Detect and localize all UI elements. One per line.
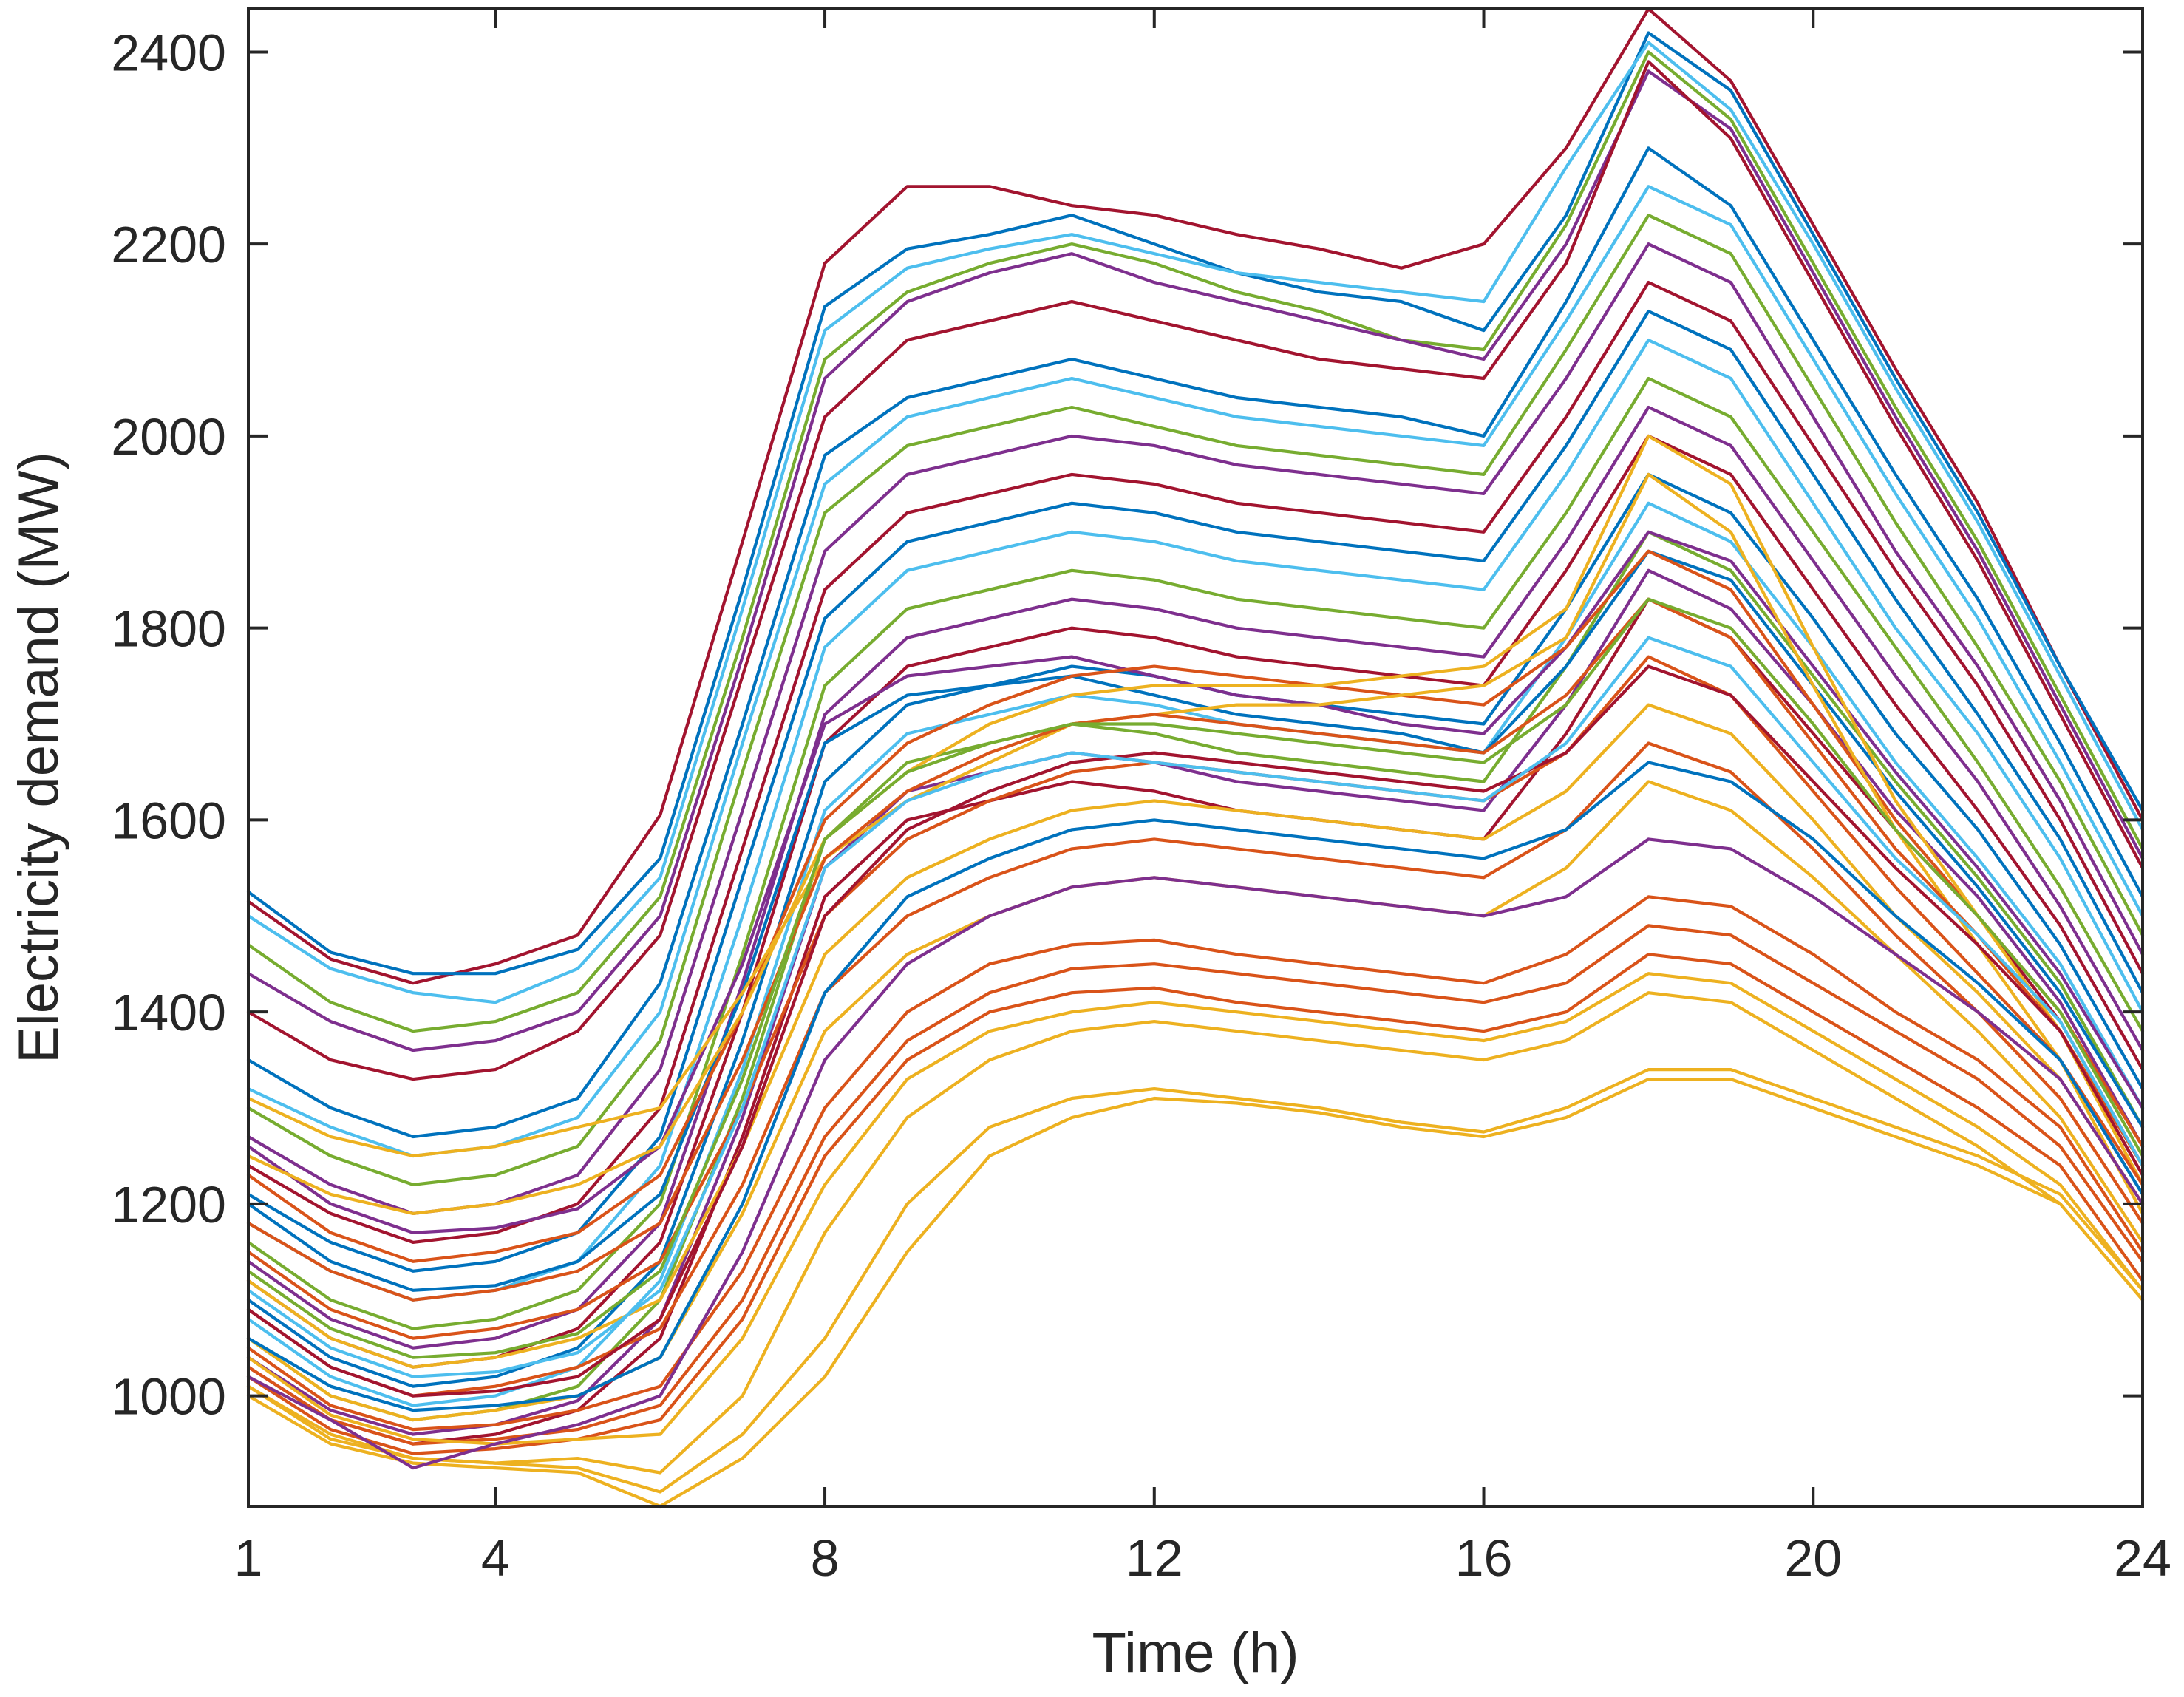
y-axis-label: Electricity demand (MW)	[7, 452, 70, 1064]
series-line-high-4	[246, 69, 2145, 1052]
series-line-mid-9	[246, 549, 2145, 1292]
y-tick-label: 1200	[111, 1176, 226, 1234]
y-tick-label: 1800	[111, 600, 226, 658]
series-line-mid-1	[246, 376, 2145, 1330]
series-line-upper-3	[246, 214, 2145, 1187]
series-line-orange-mid-3	[246, 741, 2145, 1398]
series-line-high-1	[246, 31, 2145, 976]
axes-box	[247, 7, 2144, 1508]
series-line-upper-4	[246, 242, 2145, 1216]
series-line-low-red	[246, 664, 2145, 1398]
series-line-yellow-low-1	[246, 972, 2145, 1446]
x-tick-label: 8	[811, 1529, 840, 1587]
series-line-max-weekday	[246, 7, 2145, 985]
series-line-low-cyan	[246, 636, 2145, 1378]
series-line-orange-hi-2	[246, 434, 2145, 1216]
series-line-orange-low-1	[246, 895, 2145, 1432]
series-line-orange-hi-1	[246, 549, 2145, 1263]
x-axis-label: Time (h)	[1092, 1622, 1299, 1684]
series-line-orange-hi-3	[246, 472, 2145, 1216]
series-line-low-purple	[246, 837, 2145, 1470]
x-tick-label: 24	[2114, 1529, 2171, 1587]
y-tick-label: 2000	[111, 408, 226, 466]
y-axis-ticks: 1000 1200 1400 1600 1800 2000 2200 2400	[111, 24, 2143, 1426]
series-line-yellow-low-2	[246, 991, 2145, 1475]
x-tick-label: 4	[481, 1529, 510, 1587]
y-tick-label: 1600	[111, 792, 226, 849]
series-line-low-green	[246, 597, 2145, 1359]
series-line-upper-1	[246, 146, 2145, 1139]
series-line-mid-2	[246, 405, 2145, 1350]
series-layer	[246, 7, 2145, 1509]
series-line-mid-6	[246, 530, 2145, 1422]
x-axis-ticks: 1 4 8 12 16 20 24	[234, 9, 2171, 1587]
series-line-high-5	[246, 60, 2145, 1081]
x-tick-label: 12	[1126, 1529, 1183, 1587]
series-line-mid-8	[246, 597, 2145, 1446]
series-line-high-2	[246, 41, 2145, 1004]
series-line-upper-6	[246, 310, 2145, 1273]
series-line-yellow-low-4	[246, 1067, 2145, 1494]
x-tick-label: 1	[234, 1529, 263, 1587]
series-line-orange-mid-2	[246, 703, 2145, 1369]
x-tick-label: 20	[1784, 1529, 1842, 1587]
series-line-upper-2	[246, 185, 2145, 1158]
series-line-high-3	[246, 50, 2145, 1033]
y-tick-label: 2200	[111, 216, 226, 273]
y-tick-label: 2400	[111, 24, 226, 81]
series-line-upper-5	[246, 281, 2145, 1245]
series-line-orange-low-2	[246, 924, 2145, 1446]
y-tick-label: 1400	[111, 984, 226, 1041]
series-line-yellow-low-3	[246, 1077, 2145, 1509]
x-tick-label: 16	[1455, 1529, 1513, 1587]
series-line-low-blue	[246, 761, 2145, 1412]
y-tick-label: 1000	[111, 1368, 226, 1426]
series-line-mid-3	[246, 434, 2145, 1369]
series-line-orange-hi-4	[246, 597, 2145, 1302]
